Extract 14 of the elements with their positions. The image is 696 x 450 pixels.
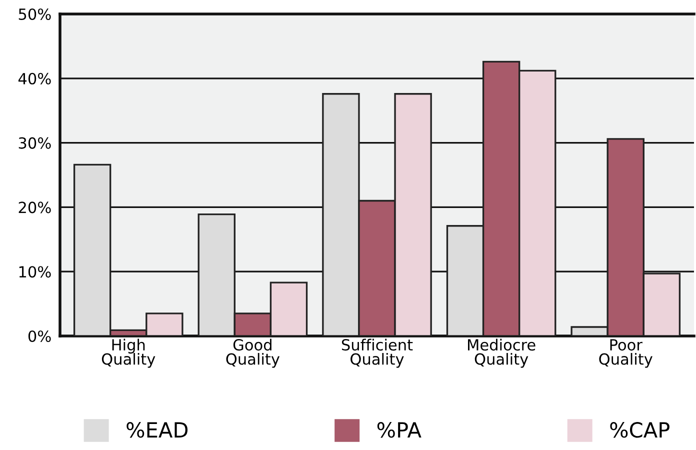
y-tick-label: 0% — [28, 330, 51, 342]
x-tick-label: Mediocre Quality — [468, 338, 536, 368]
x-tick-label: High Quality — [102, 338, 156, 368]
x-tick-label: Sufficient Quality — [342, 338, 413, 368]
y-tick-label: 20% — [18, 202, 51, 214]
y-tick-label: 40% — [18, 72, 51, 84]
legend-label: %EAD — [126, 422, 188, 438]
y-tick-label: 10% — [19, 266, 51, 278]
x-tick-label: Good Quality — [226, 338, 280, 368]
y-tick-label: 50% — [18, 8, 51, 20]
legend-label: %PA — [377, 422, 422, 438]
y-tick-label: 30% — [18, 137, 51, 149]
legend-label: %CAP — [610, 422, 670, 438]
x-tick-label: Poor Quality — [599, 339, 652, 368]
